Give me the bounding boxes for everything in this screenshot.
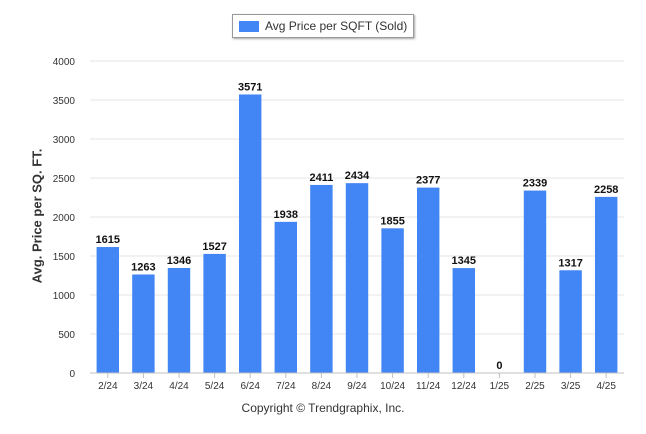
- bar[interactable]: [96, 247, 120, 373]
- bar[interactable]: [381, 228, 404, 373]
- axes: 0 500 1000 1500 2000 2500 3000 3500 4000 2/24 3/24…: [53, 57, 624, 392]
- data-label: 1263: [131, 261, 155, 273]
- data-labels: 1615 1263 1346 1527 3571 1938 2411 2434 1855 2377…: [96, 81, 619, 372]
- y-tick-label: 500: [58, 330, 75, 341]
- copyright-footer: Copyright © Trendgraphix, Inc.: [241, 401, 405, 415]
- x-tick-label: 11/24: [416, 381, 441, 392]
- x-tick-label: 4/25: [596, 381, 616, 392]
- x-tick-label: 4/24: [169, 381, 189, 392]
- data-label: 1615: [96, 234, 120, 246]
- data-label: 3571: [238, 81, 262, 93]
- bar[interactable]: [132, 274, 155, 373]
- data-label: 1346: [167, 255, 191, 267]
- data-label: 2434: [345, 170, 370, 182]
- bar[interactable]: [452, 268, 476, 373]
- x-tick-label: 8/24: [312, 381, 332, 392]
- y-tick-label: 1000: [53, 291, 76, 302]
- x-tick-label: 3/25: [561, 381, 581, 392]
- bar[interactable]: [416, 187, 440, 373]
- data-label: 1345: [452, 255, 476, 267]
- legend-label: Avg Price per SQFT (Sold): [265, 19, 408, 33]
- bar[interactable]: [523, 190, 547, 373]
- legend[interactable]: Avg Price per SQFT (Sold): [232, 14, 414, 38]
- x-tick-label: 7/24: [276, 381, 296, 392]
- y-tick-label: 4000: [53, 57, 76, 68]
- x-tick-label: 2/25: [525, 381, 545, 392]
- data-label: 0: [496, 360, 502, 372]
- y-tick-label: 3500: [53, 96, 76, 107]
- bar[interactable]: [238, 94, 262, 373]
- bar[interactable]: [594, 196, 618, 373]
- y-tick-label: 2000: [53, 213, 76, 224]
- y-tick-label: 0: [69, 369, 75, 380]
- data-label: 2411: [309, 172, 333, 184]
- bar[interactable]: [167, 268, 191, 373]
- x-tick-label: 5/24: [205, 381, 225, 392]
- bars: [96, 94, 618, 373]
- data-label: 1317: [558, 257, 582, 269]
- x-tick-label: 10/24: [380, 381, 405, 392]
- data-label: 2258: [594, 184, 618, 196]
- x-tick-label: 1/25: [490, 381, 510, 392]
- data-label: 1855: [380, 215, 404, 227]
- bar[interactable]: [203, 253, 226, 373]
- x-tick-label: 12/24: [451, 381, 476, 392]
- y-tick-label: 2500: [53, 174, 76, 185]
- legend-swatch: [239, 20, 259, 32]
- x-tick-label: 2/24: [98, 381, 118, 392]
- data-label: 2377: [416, 175, 440, 187]
- bar[interactable]: [310, 184, 333, 373]
- data-label: 2339: [523, 178, 547, 190]
- x-tick-label: 9/24: [347, 381, 367, 392]
- data-label: 1938: [274, 209, 298, 221]
- bar[interactable]: [274, 221, 298, 373]
- bar[interactable]: [559, 270, 582, 373]
- bar[interactable]: [345, 183, 369, 373]
- y-tick-label: 1500: [53, 252, 76, 263]
- x-tick-label: 3/24: [134, 381, 154, 392]
- data-label: 1527: [202, 241, 226, 253]
- y-tick-label: 3000: [53, 135, 76, 146]
- x-tick-label: 6/24: [240, 381, 260, 392]
